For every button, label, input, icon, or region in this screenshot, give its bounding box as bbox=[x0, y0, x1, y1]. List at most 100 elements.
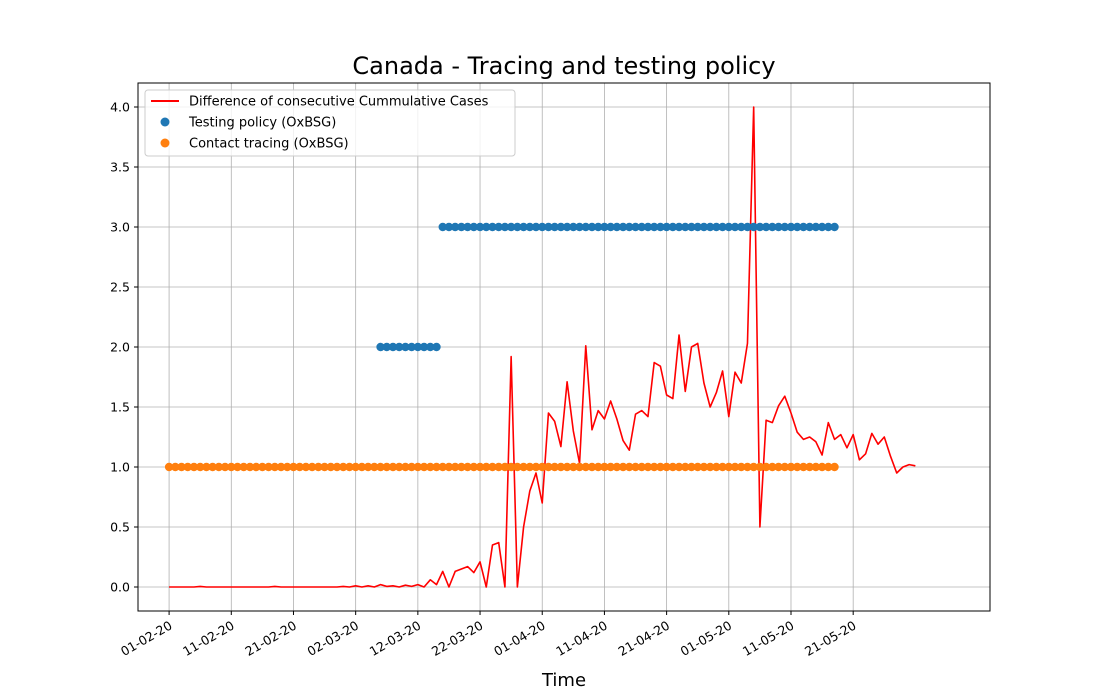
tracing-point bbox=[202, 462, 211, 472]
tracing-point bbox=[195, 462, 205, 472]
testing-point bbox=[419, 342, 429, 352]
y-tick-label: 0.0 bbox=[110, 580, 130, 595]
legend: Difference of consecutive Cummulative Ca… bbox=[144, 89, 516, 157]
testing-point bbox=[544, 222, 553, 232]
tracing-point bbox=[475, 462, 485, 472]
testing-point bbox=[606, 222, 615, 232]
testing-point bbox=[413, 342, 423, 352]
tracing-point bbox=[699, 462, 709, 472]
testing-point bbox=[525, 222, 534, 232]
tracing-point bbox=[270, 462, 280, 472]
testing-point bbox=[761, 222, 771, 232]
testing-point bbox=[793, 222, 802, 232]
tracing-point bbox=[649, 462, 659, 472]
tracing-point bbox=[519, 462, 528, 472]
tracing-point bbox=[830, 462, 839, 472]
tracing-point bbox=[587, 462, 597, 472]
tracing-point bbox=[730, 462, 740, 472]
tracing-point bbox=[569, 462, 578, 472]
tracing-point bbox=[220, 462, 230, 472]
tracing-point bbox=[276, 462, 286, 472]
tracing-point bbox=[407, 462, 416, 472]
tracing-point bbox=[332, 462, 342, 472]
testing-point bbox=[494, 222, 503, 232]
tracing-point bbox=[307, 462, 317, 472]
y-tick-label: 2.0 bbox=[110, 340, 130, 355]
y-tick-label: 3.5 bbox=[110, 160, 130, 175]
tracing-point bbox=[637, 462, 646, 472]
testing-point bbox=[712, 222, 721, 232]
testing-point bbox=[681, 222, 690, 232]
tracing-point bbox=[264, 462, 273, 472]
testing-point bbox=[575, 222, 584, 232]
legend-marker-tracing bbox=[160, 138, 170, 148]
tracing-point bbox=[743, 462, 752, 472]
testing-point bbox=[376, 342, 385, 352]
tracing-point bbox=[432, 462, 441, 472]
tracing-point bbox=[793, 462, 802, 472]
tracing-point bbox=[357, 462, 367, 472]
tracing-point bbox=[363, 462, 373, 472]
tracing-point bbox=[171, 462, 180, 472]
tracing-point bbox=[625, 462, 634, 472]
tracing-point bbox=[469, 462, 479, 472]
testing-point bbox=[805, 222, 814, 232]
testing-point bbox=[488, 222, 497, 232]
tracing-point bbox=[712, 462, 721, 472]
testing-point bbox=[388, 342, 398, 352]
tracing-point bbox=[345, 462, 354, 472]
tracing-point bbox=[388, 462, 398, 472]
tracing-point bbox=[413, 462, 423, 472]
tracing-point bbox=[656, 462, 665, 472]
testing-point bbox=[737, 222, 746, 232]
testing-point bbox=[401, 342, 410, 352]
testing-point bbox=[687, 222, 696, 232]
y-tick-label: 3.0 bbox=[110, 220, 130, 235]
y-tick-label: 0.5 bbox=[110, 520, 130, 535]
testing-point bbox=[426, 342, 435, 352]
testing-point bbox=[438, 222, 447, 232]
tracing-point bbox=[301, 462, 311, 472]
tracing-point bbox=[251, 462, 261, 472]
tracing-point bbox=[482, 462, 491, 472]
tracing-point bbox=[761, 462, 771, 472]
testing-point bbox=[774, 222, 783, 232]
tracing-point bbox=[494, 462, 503, 472]
testing-point bbox=[618, 222, 628, 232]
tracing-point bbox=[339, 462, 348, 472]
testing-point bbox=[569, 222, 578, 232]
tracing-point bbox=[693, 462, 702, 472]
testing-point bbox=[457, 222, 466, 232]
tracing-point bbox=[450, 462, 460, 472]
tracing-point bbox=[457, 462, 466, 472]
tracing-point bbox=[780, 462, 789, 472]
tracing-point bbox=[295, 462, 304, 472]
tracing-point bbox=[668, 462, 678, 472]
testing-point bbox=[587, 222, 597, 232]
legend-label-testing: Testing policy (OxBSG) bbox=[188, 116, 336, 131]
series-markers-testing bbox=[376, 222, 839, 352]
tracing-point bbox=[395, 462, 404, 472]
tracing-point bbox=[612, 462, 622, 472]
testing-point bbox=[612, 222, 622, 232]
testing-point bbox=[780, 222, 789, 232]
tracing-point bbox=[214, 462, 224, 472]
tracing-point bbox=[376, 462, 385, 472]
testing-point bbox=[594, 222, 603, 232]
testing-point bbox=[705, 222, 715, 232]
testing-point bbox=[519, 222, 528, 232]
tracing-point bbox=[824, 462, 833, 472]
tracing-point bbox=[737, 462, 746, 472]
tracing-point bbox=[618, 462, 628, 472]
testing-point bbox=[600, 222, 609, 232]
testing-point bbox=[830, 222, 839, 232]
tracing-point bbox=[164, 462, 174, 472]
tracing-point bbox=[245, 462, 255, 472]
tracing-point bbox=[525, 462, 534, 472]
legend-label-cases: Difference of consecutive Cummulative Ca… bbox=[189, 95, 489, 110]
testing-point bbox=[811, 222, 821, 232]
tracing-point bbox=[544, 462, 553, 472]
tracing-point bbox=[320, 462, 329, 472]
series-line-cases bbox=[169, 106, 916, 588]
tracing-point bbox=[463, 462, 472, 472]
